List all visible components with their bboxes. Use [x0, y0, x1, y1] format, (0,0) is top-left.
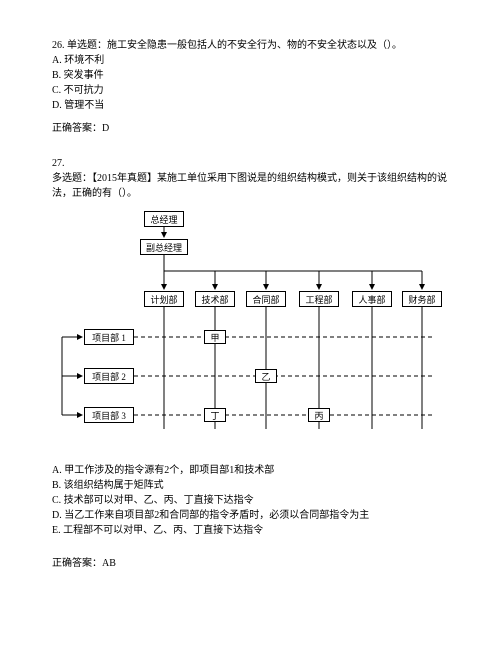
q26-option-b: B. 突发事件 — [52, 68, 448, 83]
q26-answer-value: D — [102, 123, 109, 134]
box-fin: 财务部 — [402, 291, 442, 307]
box-jia: 甲 — [204, 330, 226, 344]
q27-option-b: B. 该组织结构属于矩阵式 — [52, 478, 448, 493]
box-p1: 项目部 1 — [84, 329, 134, 345]
box-gm: 总经理 — [144, 211, 184, 227]
q27-option-a: A. 甲工作涉及的指令源有2个，即项目部1和技术部 — [52, 463, 448, 478]
q27-answer-label: 正确答案： — [52, 558, 102, 569]
q26-option-d: D. 管理不当 — [52, 98, 448, 113]
q26-option-c: C. 不可抗力 — [52, 83, 448, 98]
q27-number-line: 27. — [52, 156, 448, 171]
box-plan: 计划部 — [144, 291, 184, 307]
box-tech: 技术部 — [195, 291, 235, 307]
q27-stem-prefix: 【2015年真题】 — [92, 173, 157, 184]
question-27: 27. 多选题：【2015年真题】某施工单位采用下图说是的组织结构模式，则关于该… — [52, 156, 448, 571]
box-bing: 丙 — [308, 408, 330, 422]
q26-stem: 26. 单选题：施工安全隐患一般包括人的不安全行为、物的不安全状态以及（）。 — [52, 38, 448, 53]
q27-option-c: C. 技术部可以对甲、乙、丙、丁直接下达指令 — [52, 493, 448, 508]
question-26: 26. 单选题：施工安全隐患一般包括人的不安全行为、物的不安全状态以及（）。 A… — [52, 38, 448, 136]
q27-answer: 正确答案：AB — [52, 556, 448, 571]
box-hr: 人事部 — [352, 291, 392, 307]
q26-stem-text: 施工安全隐患一般包括人的不安全行为、物的不安全状态以及（）。 — [107, 40, 402, 51]
box-p3: 项目部 3 — [84, 407, 134, 423]
q26-type: 单选题： — [67, 40, 107, 51]
box-eng: 工程部 — [299, 291, 339, 307]
q27-type: 多选题： — [52, 173, 92, 184]
q27-stem: 多选题：【2015年真题】某施工单位采用下图说是的组织结构模式，则关于该组织结构… — [52, 171, 448, 201]
box-yi: 乙 — [255, 369, 277, 383]
q26-answer-label: 正确答案： — [52, 123, 102, 134]
q27-option-e: E. 工程部不可以对甲、乙、丙、丁直接下达指令 — [52, 523, 448, 538]
q26-number: 26. — [52, 40, 65, 51]
box-p2: 项目部 2 — [84, 368, 134, 384]
org-chart-diagram: 总经理 副总经理 计划部 技术部 合同部 工程部 人事部 财务部 项目部 1 项… — [52, 209, 448, 449]
box-dgm: 副总经理 — [140, 239, 188, 255]
q27-option-d: D. 当乙工作来自项目部2和合同部的指令矛盾时，必须以合同部指令为主 — [52, 508, 448, 523]
q26-option-a: A. 环境不利 — [52, 53, 448, 68]
q27-answer-value: AB — [102, 558, 116, 569]
box-ding: 丁 — [204, 408, 226, 422]
box-contract: 合同部 — [246, 291, 286, 307]
q26-answer: 正确答案：D — [52, 121, 448, 136]
